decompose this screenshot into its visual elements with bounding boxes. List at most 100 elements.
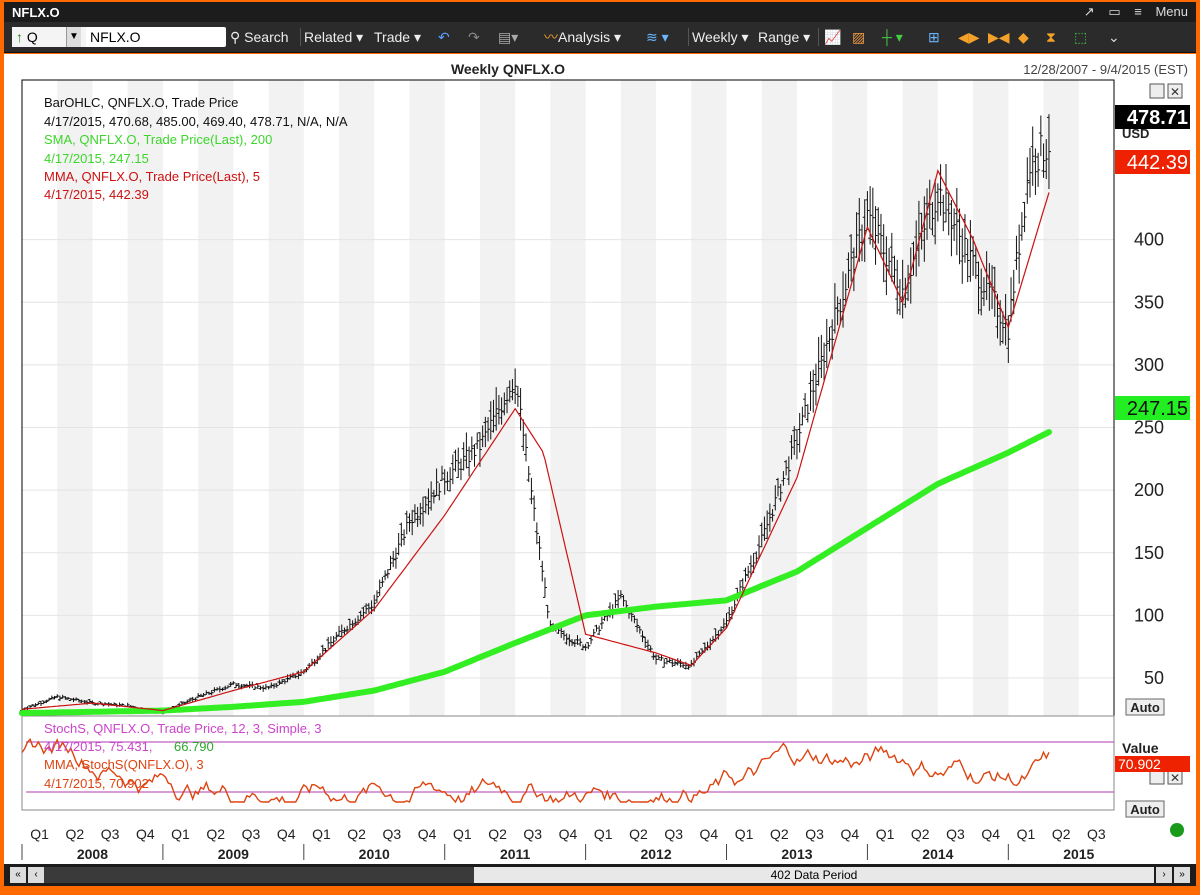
- ohlc-bar: [407, 513, 412, 532]
- ohlc-bar: [90, 700, 95, 705]
- ohlc-bar: [884, 236, 889, 296]
- ohlc-bar: [415, 506, 420, 527]
- panel-close-icon[interactable]: [1167, 83, 1183, 99]
- chart-style-icon[interactable]: ▨: [852, 29, 866, 45]
- ohlc-bar: [282, 679, 287, 685]
- data-period-thumb[interactable]: 402 Data Period: [474, 867, 1154, 883]
- quarter-label: Q4: [840, 826, 859, 842]
- scroll-bar[interactable]: « ‹ 402 Data Period › »: [4, 864, 1196, 886]
- ohlc-bar: [434, 468, 439, 497]
- zoom-box-icon[interactable]: ⊞: [928, 29, 940, 45]
- ohlc-bar: [334, 631, 339, 641]
- redo-icon[interactable]: ↷: [468, 29, 480, 45]
- scroll-vertical-icon[interactable]: ◆: [1018, 29, 1029, 45]
- ohlc-bar: [892, 255, 897, 285]
- select-tool-icon[interactable]: ⬚: [1074, 29, 1088, 45]
- quarter-band: [339, 80, 375, 716]
- mma-5-line: [21, 169, 1050, 712]
- ohlc-bar: [757, 535, 762, 559]
- quarter-band: [268, 80, 304, 716]
- compress-vertical-icon[interactable]: ⧗: [1046, 29, 1056, 45]
- search-icon: ⚲: [230, 29, 241, 45]
- ohlc-bar: [63, 696, 68, 700]
- legend-bar-values: 4/17/2015, 470.68, 485.00, 469.40, 478.7…: [44, 114, 348, 129]
- ohlc-bar: [938, 164, 943, 216]
- date-range-label: 12/28/2007 - 9/4/2015 (EST): [1023, 62, 1188, 77]
- scroll-left-icon[interactable]: ‹: [28, 867, 44, 883]
- overlay-icon[interactable]: ≋ ▾: [646, 29, 669, 45]
- ohlc-bar: [36, 701, 41, 706]
- menu-icon[interactable]: ≡: [1134, 4, 1142, 19]
- pin-icon[interactable]: ↗: [1083, 4, 1095, 19]
- ohlc-bar: [1046, 114, 1051, 190]
- range-select[interactable]: Range ▾: [758, 29, 811, 45]
- ohlc-bar: [296, 670, 301, 680]
- stoch-restore-icon[interactable]: [1149, 769, 1165, 785]
- ohlc-bar: [44, 699, 49, 704]
- ohlc-bar: [47, 697, 52, 701]
- legend-sma-value: 4/17/2015, 247.15: [44, 151, 149, 166]
- scroll-end-icon[interactable]: »: [1174, 867, 1190, 883]
- time-axis[interactable]: Q1 Q2 Q3 Q4 Q1 Q2 Q3 Q4 Q1 Q2 Q3 Q4 Q1 Q2 Q3 Q4 Q1 Q2 Q3 Q4…: [21, 826, 1106, 862]
- stoch-auto-button[interactable]: [1125, 800, 1165, 818]
- ohlc-bar: [656, 655, 661, 660]
- quarter-label: Q2: [65, 826, 84, 842]
- price-auto-button[interactable]: [1125, 698, 1165, 716]
- ohlc-bar: [209, 690, 214, 696]
- chart-canvas[interactable]: Weekly QNFLX.O 12/28/2007 - 9/4/2015 (ES…: [4, 54, 1196, 865]
- crosshair-icon[interactable]: ┼ ▾: [882, 29, 903, 45]
- toolbar: ↑ Q ▼ NFLX.O ⚲ Search Related ▾ Trade ▾ …: [4, 22, 1196, 53]
- ohlc-bar: [965, 238, 970, 283]
- year-label: 2012: [640, 846, 671, 862]
- ohlc-bar: [797, 412, 802, 453]
- ohlc-bar: [575, 635, 580, 645]
- symbol-input[interactable]: NFLX.O: [86, 27, 226, 47]
- scroll-start-icon[interactable]: «: [10, 867, 26, 883]
- price-axis[interactable]: 400 350 300 250 200 150 100 50: [1134, 230, 1164, 688]
- interval-select[interactable]: Weekly ▾: [692, 29, 749, 45]
- window-title: NFLX.O: [12, 5, 60, 20]
- ohlc-bar: [743, 567, 748, 582]
- folder-icon[interactable]: ▤▾: [498, 29, 519, 45]
- ohlc-bar: [781, 471, 786, 486]
- mma-badge-value: 442.39: [1127, 152, 1188, 174]
- ohlc-bar: [868, 186, 873, 245]
- line-chart-icon[interactable]: 📈: [824, 29, 842, 45]
- ohlc-bar: [290, 672, 295, 678]
- ohlc-bar: [803, 393, 808, 418]
- ohlc-bar: [949, 199, 954, 257]
- ohlc-bar: [502, 392, 507, 416]
- chevron-down-icon[interactable]: ▼: [66, 27, 81, 47]
- ohlc-bar: [583, 643, 588, 651]
- more-tools-icon[interactable]: ⌄: [1108, 29, 1120, 45]
- search-button[interactable]: ⚲ Search: [230, 29, 289, 45]
- trade-menu[interactable]: Trade ▾: [374, 29, 421, 45]
- quarter-label: Q4: [700, 826, 719, 842]
- ohlc-bar: [236, 683, 241, 690]
- undo-icon[interactable]: ↶: [438, 29, 450, 45]
- ohlc-bar: [380, 576, 385, 587]
- analysis-menu[interactable]: 〰Analysis ▾: [544, 29, 622, 45]
- ohlc-bar: [578, 638, 583, 647]
- status-indicator-icon: [1170, 823, 1184, 837]
- ohlc-bar: [662, 658, 667, 668]
- ohlc-bar: [198, 693, 203, 697]
- restore-icon[interactable]: ▭: [1108, 4, 1121, 19]
- ohlc-bar: [637, 626, 642, 634]
- stoch-value-badge-text: 70.902: [1118, 756, 1161, 772]
- quarter-label: Q3: [523, 826, 542, 842]
- ohlc-bar: [448, 467, 453, 492]
- ohlc-bar: [404, 510, 409, 535]
- ohlc-bar: [930, 202, 935, 236]
- ohlc-bar: [1014, 235, 1019, 270]
- panel-restore-icon[interactable]: [1149, 83, 1165, 99]
- scroll-right-icon[interactable]: ›: [1156, 867, 1172, 883]
- ohlc-bar: [431, 489, 436, 504]
- menu-button[interactable]: Menu: [1155, 4, 1188, 19]
- quarter-label: Q3: [242, 826, 261, 842]
- scroll-horizontal-icon[interactable]: ◀▶: [958, 29, 980, 45]
- related-menu[interactable]: Related ▾: [304, 29, 364, 45]
- ohlc-bar: [789, 435, 794, 460]
- compress-horizontal-icon[interactable]: ▶◀: [988, 29, 1010, 45]
- ohlc-bar: [792, 426, 797, 456]
